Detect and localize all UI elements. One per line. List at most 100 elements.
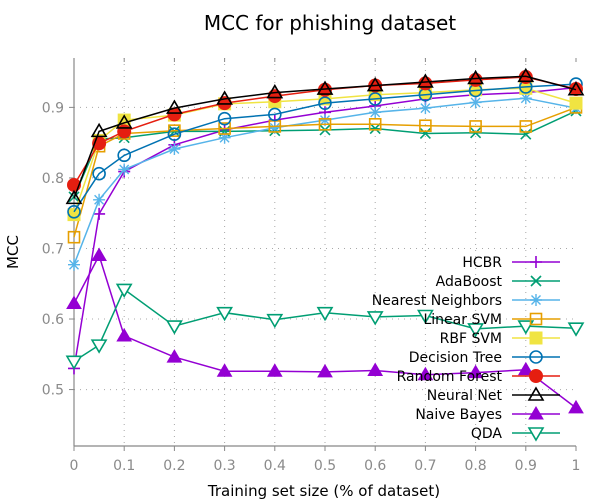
data-point (368, 92, 383, 106)
data-point (217, 111, 232, 126)
series-line (73, 253, 577, 409)
series-line (73, 86, 577, 369)
data-point (517, 67, 535, 83)
legend-label: Nearest Neighbors (372, 293, 502, 309)
data-point (266, 83, 284, 99)
legend-entry: Neural Net (427, 386, 560, 404)
legend-entry: HCBR (462, 255, 560, 271)
chart-title: MCC for phishing dataset (204, 11, 456, 35)
series-naive-bayes (66, 247, 584, 414)
data-point (470, 127, 482, 139)
data-point (166, 349, 183, 363)
y-axis-title: MCC (4, 235, 22, 269)
data-point (268, 121, 281, 134)
y-tick-label: 0.8 (42, 171, 64, 187)
data-point (115, 114, 133, 129)
data-point (92, 166, 106, 181)
legend-label: Decision Tree (409, 350, 502, 366)
legend-entry: Decision Tree (409, 350, 560, 366)
data-point (369, 106, 382, 119)
legend-label: Random Forest (397, 369, 503, 385)
data-point (568, 399, 584, 414)
legend-entry: AdaBoost (436, 274, 560, 290)
data-point (218, 131, 231, 144)
legend-label: Naive Bayes (415, 407, 502, 423)
series-neural-net (65, 67, 585, 205)
data-point (166, 320, 183, 335)
legend-entry: Linear SVM (423, 312, 560, 328)
data-point (91, 247, 107, 262)
legend-marker (527, 386, 545, 401)
data-point (216, 306, 233, 322)
legend-label: HCBR (462, 255, 502, 271)
legend: HCBR AdaBoost Nearest Neighbors Linear SVM R… (372, 255, 560, 442)
x-tick-label: 0 (70, 458, 79, 474)
x-tick-label: 0.2 (163, 458, 185, 474)
data-point (519, 120, 533, 133)
data-point (467, 69, 484, 85)
data-point (115, 283, 133, 298)
y-tick-label: 0.7 (42, 241, 64, 257)
data-point (417, 309, 434, 325)
legend-label: QDA (471, 426, 503, 442)
data-point (369, 122, 381, 135)
data-point (117, 148, 131, 163)
legend-label: Neural Net (427, 388, 503, 404)
data-point (168, 143, 181, 156)
data-point (366, 311, 384, 326)
data-point (517, 361, 534, 376)
data-point (366, 76, 384, 92)
data-point (367, 362, 384, 377)
data-point (266, 363, 283, 377)
data-point (267, 107, 282, 122)
series-qda (65, 283, 585, 370)
data-point (167, 127, 182, 141)
data-point (116, 327, 133, 342)
data-point (368, 118, 382, 131)
tick-labels: 0 0.1 0.2 0.3 0.4 0.5 0.6 0.7 0.8 0.9 1 0.5 0.6 0.7 0.… (42, 58, 581, 474)
x-tick-label: 1 (572, 458, 581, 474)
data-point (520, 128, 532, 140)
data-point (117, 124, 132, 139)
data-point (469, 120, 482, 133)
data-point (419, 127, 431, 140)
series-line (73, 288, 577, 362)
data-point (467, 364, 484, 379)
data-point (65, 355, 83, 370)
data-point (319, 114, 331, 127)
legend-marker (529, 331, 543, 345)
data-point (68, 258, 80, 271)
data-point (166, 99, 183, 114)
legend-label: RBF SVM (440, 331, 502, 347)
x-tick-label: 0.8 (464, 458, 486, 474)
data-point (90, 339, 108, 354)
legend-entry: RBF SVM (440, 331, 560, 347)
data-point (218, 122, 231, 135)
x-tick-label: 0.5 (314, 458, 336, 474)
x-tick-label: 0.6 (364, 458, 386, 474)
data-point (316, 306, 334, 322)
data-point (67, 208, 81, 222)
legend-marker (528, 406, 544, 420)
data-point (567, 322, 585, 337)
data-point (216, 90, 233, 105)
data-point (417, 73, 434, 88)
x-tick-label: 0.3 (213, 458, 235, 474)
data-point (318, 96, 332, 110)
data-point (66, 295, 82, 309)
data-series (65, 67, 585, 414)
data-point (569, 96, 583, 110)
data-point (318, 118, 332, 131)
legend-marker (530, 256, 542, 268)
data-point (517, 320, 535, 335)
data-point (118, 163, 131, 176)
data-point (93, 193, 106, 206)
x-tick-label: 0.1 (113, 458, 135, 474)
legend-entry: Nearest Neighbors (372, 293, 560, 309)
data-point (93, 207, 106, 220)
data-point (519, 92, 532, 105)
x-tick-label: 0.9 (515, 458, 537, 474)
y-tick-label: 0.9 (42, 100, 64, 116)
data-point (567, 81, 585, 96)
data-point (90, 122, 108, 138)
